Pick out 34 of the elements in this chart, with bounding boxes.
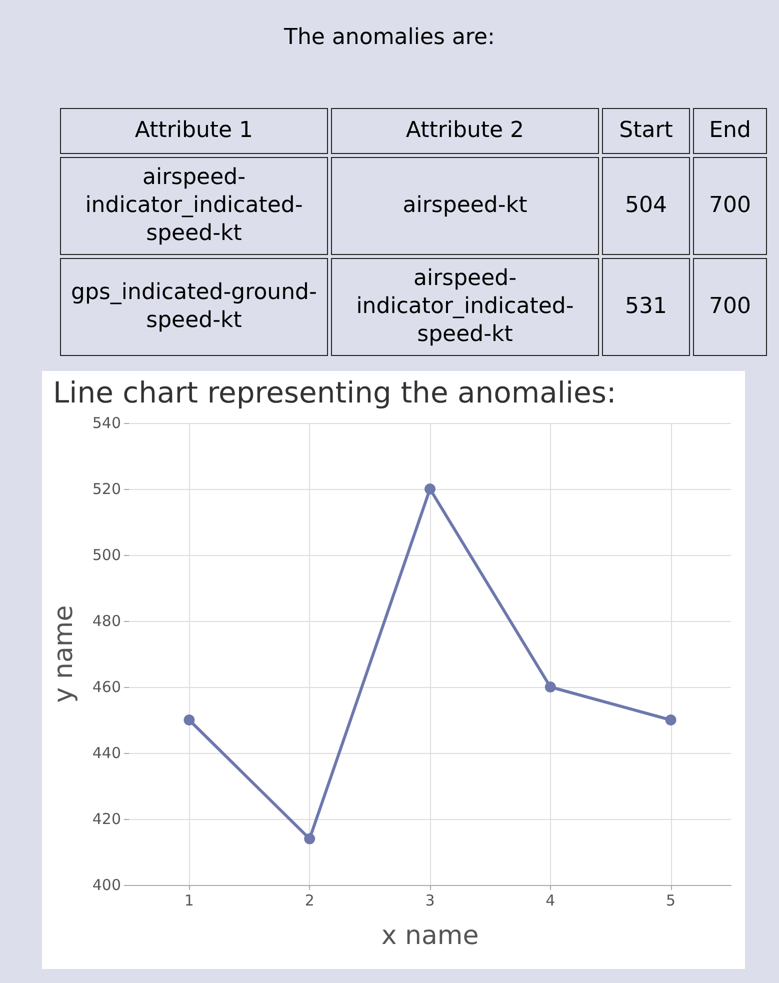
point [184, 714, 195, 726]
text: 700 [693, 258, 767, 356]
text: airspeed-indicator_indicated-speed-kt [60, 157, 328, 255]
x-tick-label: 2 [304, 892, 314, 910]
chart-title: Line chart representing the anomalies: [53, 376, 616, 410]
y-tick-label: 540 [92, 414, 121, 432]
y-tick-label: 440 [92, 744, 121, 762]
y-tick-label: 420 [92, 810, 121, 828]
y-tick-label: 500 [92, 546, 121, 564]
x-tick-label: 3 [425, 892, 435, 910]
y-tick-label: 480 [92, 612, 121, 630]
point [424, 484, 436, 494]
y-axis-title: y name [49, 605, 79, 703]
x-tick-label: 5 [666, 892, 676, 910]
text: Attribute 1 [60, 108, 328, 154]
text: airspeed-kt [331, 157, 599, 255]
text: gps_indicated-ground-speed-kt [60, 258, 328, 356]
point [665, 714, 676, 726]
text: Start [602, 108, 690, 154]
text: The anomalies are: [283, 24, 496, 52]
x-tick-label: 4 [546, 892, 556, 910]
x-axis-title: x name [381, 921, 479, 951]
y-tick-label: 520 [92, 480, 121, 498]
y-tick-label: 460 [92, 678, 121, 696]
text: End [693, 108, 767, 154]
text: Attribute 2 [331, 108, 599, 154]
text: 700 [693, 157, 767, 255]
text: 504 [602, 157, 690, 255]
text: 531 [602, 258, 690, 356]
point [304, 833, 316, 844]
y-tick-label: 400 [92, 876, 121, 894]
x-tick-label: 1 [184, 892, 194, 910]
point [544, 682, 556, 692]
text: airspeed-indicator_indicated-speed-kt [331, 258, 599, 356]
